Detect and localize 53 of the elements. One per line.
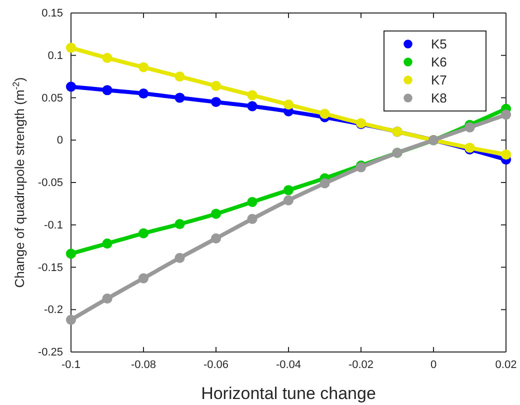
legend-label: K6 xyxy=(431,54,447,70)
point xyxy=(464,122,475,132)
point xyxy=(102,294,112,304)
point xyxy=(283,185,294,196)
x-axis-title: Horizontal tune change xyxy=(201,384,376,403)
point xyxy=(247,214,258,224)
point xyxy=(174,252,185,263)
point xyxy=(210,233,222,244)
point xyxy=(210,80,222,91)
point xyxy=(138,273,149,284)
x-tick-label: -0.08 xyxy=(130,358,156,371)
legend-label: K7 xyxy=(431,72,447,88)
x-tick-label: 0 xyxy=(430,358,437,371)
point xyxy=(210,208,222,219)
y-tick-label: -0.05 xyxy=(38,177,63,190)
point xyxy=(500,110,512,120)
y-tick-label: -0.1 xyxy=(44,219,63,232)
point xyxy=(102,52,112,63)
y-tick-label: 0.15 xyxy=(42,8,63,20)
point xyxy=(102,238,112,249)
point xyxy=(283,99,294,110)
y-tick-label: 0.05 xyxy=(42,92,63,104)
y-tick-label: 0.1 xyxy=(48,50,63,62)
point xyxy=(174,218,185,230)
x-tick-label: -0.1 xyxy=(62,358,80,371)
point xyxy=(102,85,112,96)
legend-label: K8 xyxy=(431,90,447,106)
point xyxy=(247,196,258,208)
point xyxy=(138,88,149,99)
point xyxy=(283,195,294,206)
point xyxy=(66,248,76,259)
x-tick-label: -0.02 xyxy=(348,358,374,371)
point xyxy=(320,178,330,188)
point xyxy=(174,92,185,103)
point xyxy=(210,96,222,108)
point xyxy=(174,72,185,82)
legend-label: K5 xyxy=(431,36,447,52)
x-tick-label: 0.02 xyxy=(495,358,517,371)
point xyxy=(138,228,149,238)
point xyxy=(320,108,330,119)
y-tick-label: -0.25 xyxy=(38,346,63,359)
point xyxy=(247,101,258,112)
x-tick-label: -0.04 xyxy=(276,358,302,371)
point xyxy=(66,314,76,325)
point xyxy=(500,149,512,160)
point xyxy=(138,62,149,72)
y-tick-label: -0.2 xyxy=(44,304,63,316)
x-tick-label: -0.06 xyxy=(203,358,229,371)
y-tick-label: 0 xyxy=(56,134,63,147)
point xyxy=(66,82,76,92)
point xyxy=(66,42,76,53)
point xyxy=(247,90,258,100)
y-tick-label: -0.15 xyxy=(38,262,63,274)
